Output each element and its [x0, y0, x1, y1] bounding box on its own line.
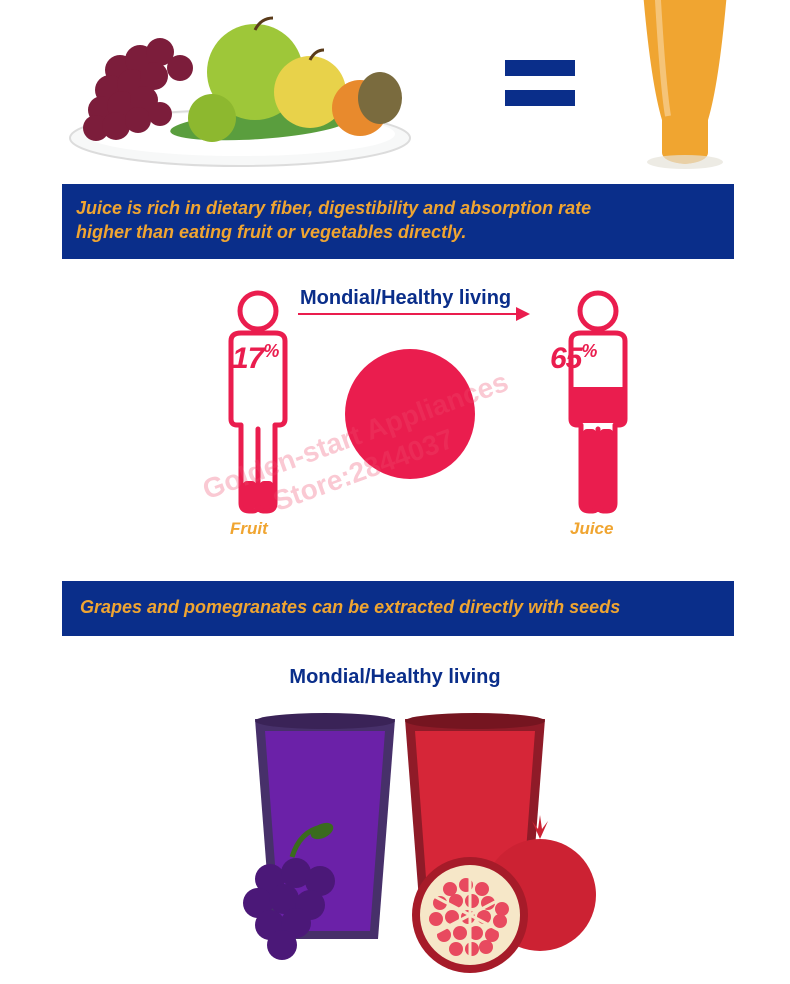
banner-grapes-pomegranate: Grapes and pomegranates can be extracted… [62, 581, 734, 636]
percent-juice-value: 65 [550, 342, 581, 375]
person-fruit [198, 289, 318, 524]
hero-section [0, 0, 790, 178]
compare-arrow-icon [298, 313, 528, 315]
person-juice [538, 289, 658, 524]
fruit-plate [60, 0, 420, 170]
caption-juice: Juice [570, 519, 613, 539]
center-ball [345, 349, 475, 479]
bottom-title: Mondial/Healthy living [0, 666, 790, 689]
banner-juice-benefit: Juice is rich in dietary fiber, digestib… [62, 184, 734, 259]
caption-fruit: Fruit [230, 519, 268, 539]
pomegranate-half-icon [412, 857, 528, 973]
absorption-compare: Mondial/Healthy living 17% 65% Fruit Jui… [0, 287, 790, 547]
juice-glass [620, 0, 750, 170]
equals-icon [505, 60, 575, 120]
cups-and-fruit [0, 689, 790, 979]
percent-fruit: 17% [232, 341, 278, 376]
compare-title: Mondial/Healthy living [300, 287, 511, 310]
percent-juice: 65% [550, 341, 596, 376]
percent-fruit-value: 17 [232, 342, 263, 375]
